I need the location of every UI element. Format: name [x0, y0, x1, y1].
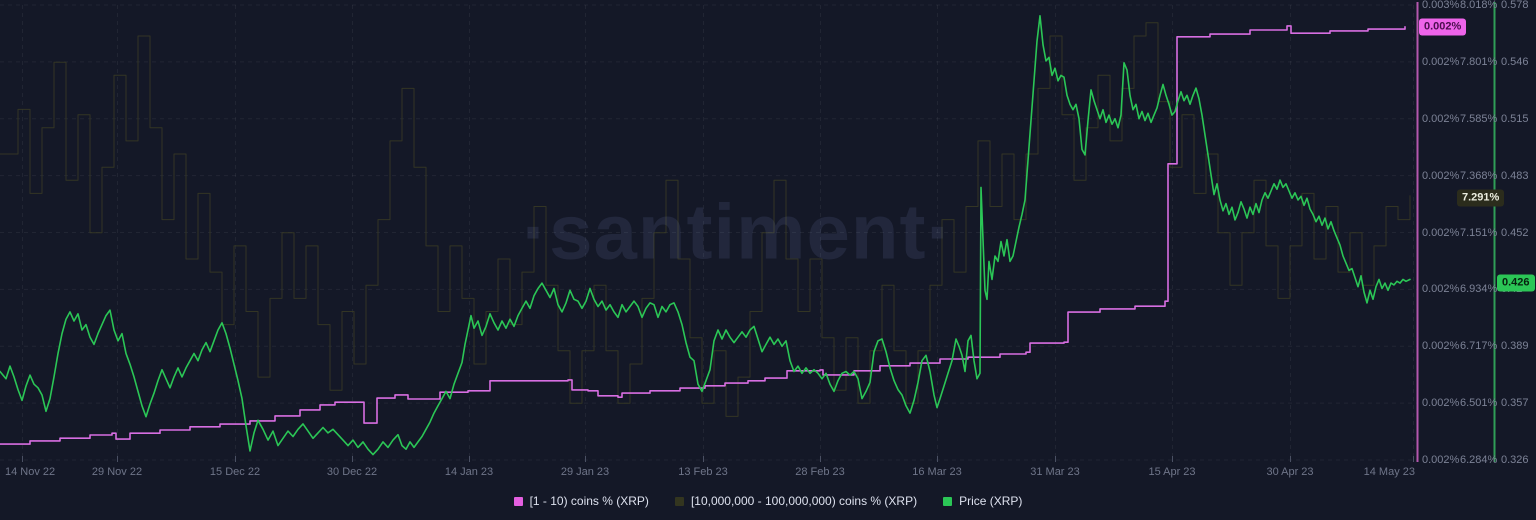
- x-axis-tick-label: 14 Jan 23: [444, 466, 494, 478]
- supply-percent-axis-tick-label: 6.501%: [1460, 397, 1498, 410]
- legend-label: [1 - 10) coins % (XRP): [529, 494, 649, 508]
- supply-percent-axis-tick-label: 6.284%: [1460, 454, 1498, 466]
- supply-percent-axis-tick-label: 7.801%: [1460, 55, 1498, 68]
- pink-percent-axis-tick-label: 0.002%: [1422, 397, 1460, 410]
- supply-percent-axis-tick-label: 8.018%: [1460, 0, 1498, 11]
- price-axis-tick-label: 0.483: [1501, 169, 1529, 182]
- x-axis-tick-label: 16 Mar 23: [912, 466, 962, 478]
- pink-percent-axis-tick-label: 0.003%: [1422, 0, 1460, 11]
- x-axis-tick-label: 29 Jan 23: [560, 466, 610, 478]
- supply-percent-axis-tick-label: 6.717%: [1460, 340, 1498, 353]
- supply-percent-axis-tick-label: 7.151%: [1460, 226, 1498, 239]
- price-axis-tick-label: 0.452: [1501, 226, 1529, 239]
- pink-axis-value-badge: 0.002%: [1419, 18, 1467, 36]
- x-axis-tick-label: 30 Dec 22: [326, 466, 378, 478]
- price-axis-tick-label: 0.546: [1501, 55, 1529, 68]
- dark-series-swatch-icon: [674, 496, 684, 506]
- price-axis-value-badge: 0.426: [1497, 274, 1535, 292]
- x-axis-tick-label: 14 Nov 22: [5, 466, 56, 478]
- price-axis-tick-label: 0.578: [1501, 0, 1529, 11]
- pink-percent-axis-tick-label: 0.002%: [1422, 112, 1460, 125]
- price-axis-tick-label: 0.389: [1501, 340, 1529, 353]
- x-axis-tick-label: 29 Nov 22: [91, 466, 143, 478]
- pink-percent-axis-tick-label: 0.002%: [1422, 283, 1460, 296]
- pink-percent-axis-tick-label: 0.002%: [1422, 340, 1460, 353]
- price-axis-tick-label: 0.357: [1501, 397, 1529, 410]
- x-axis-tick-label: 15 Apr 23: [1148, 466, 1196, 478]
- supply-percent-axis-tick-label: 6.934%: [1460, 283, 1498, 296]
- chart-plot-area[interactable]: [0, 0, 1536, 463]
- legend-item-large-holders[interactable]: [10,000,000 - 100,000,000) coins % (XRP): [674, 494, 918, 508]
- legend-item-small-holders[interactable]: [1 - 10) coins % (XRP): [513, 494, 649, 508]
- x-axis-tick-label: 30 Apr 23: [1266, 466, 1314, 478]
- x-axis-tick-label: 13 Feb 23: [678, 466, 728, 478]
- x-axis-tick-label: 28 Feb 23: [795, 466, 845, 478]
- supply-axis-value-badge: 7.291%: [1457, 189, 1505, 207]
- pink-percent-axis-tick-label: 0.002%: [1422, 55, 1460, 68]
- x-axis-tick-label: 14 May 23: [1363, 466, 1415, 478]
- pink-series-swatch-icon: [513, 496, 523, 506]
- legend-label: Price (XRP): [959, 494, 1023, 508]
- pink-percent-axis-tick-label: 0.002%: [1422, 169, 1460, 182]
- pink-percent-axis-tick-label: 0.002%: [1422, 226, 1460, 239]
- pink-percent-axis-tick-label: 0.002%: [1422, 454, 1460, 466]
- price-axis-tick-label: 0.326: [1501, 454, 1529, 466]
- supply-percent-axis-tick-label: 7.585%: [1460, 112, 1498, 125]
- green-series-swatch-icon: [943, 496, 953, 506]
- x-axis-tick-label: 31 Mar 23: [1030, 466, 1080, 478]
- legend-label: [10,000,000 - 100,000,000) coins % (XRP): [690, 494, 918, 508]
- legend-item-price[interactable]: Price (XRP): [943, 494, 1022, 508]
- chart-legend: [1 - 10) coins % (XRP) [10,000,000 - 100…: [0, 488, 1536, 514]
- price-axis-tick-label: 0.515: [1501, 112, 1529, 125]
- x-axis-tick-label: 15 Dec 22: [209, 466, 261, 478]
- supply-percent-axis-tick-label: 7.368%: [1460, 169, 1498, 182]
